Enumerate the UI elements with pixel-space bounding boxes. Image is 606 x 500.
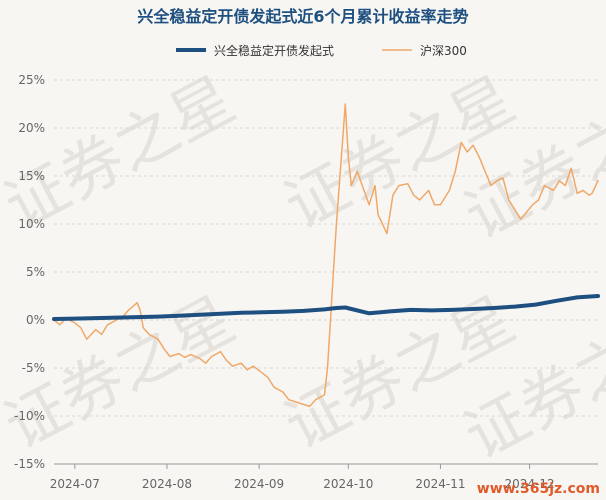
legend-label-index: 沪深300 bbox=[420, 44, 467, 58]
y-tick-label: -10% bbox=[14, 409, 45, 423]
y-tick-label: 0% bbox=[26, 313, 45, 327]
legend-label-fund: 兴全稳益定开债发起式 bbox=[214, 43, 334, 58]
y-tick-label: 20% bbox=[18, 121, 45, 135]
index-series-line bbox=[53, 103, 599, 408]
x-tick-label: 2024-07 bbox=[50, 477, 100, 491]
grid bbox=[54, 79, 598, 465]
fund-series-line bbox=[52, 294, 600, 321]
brand-watermark: www.365jz.com bbox=[477, 481, 600, 497]
x-tick-label: 2024-11 bbox=[415, 477, 465, 491]
y-tick-label: -15% bbox=[14, 457, 45, 471]
x-tick-label: 2024-09 bbox=[234, 477, 284, 491]
x-tick-label: 2024-08 bbox=[142, 477, 192, 491]
chart-title: 兴全稳益定开债发起式近6个月累计收益率走势 bbox=[137, 7, 468, 26]
x-tick-label: 2024-12 bbox=[505, 477, 555, 491]
series bbox=[52, 103, 600, 408]
y-tick-label: 10% bbox=[18, 217, 45, 231]
legend: 兴全稳益定开债发起式 沪深300 bbox=[176, 43, 467, 58]
y-tick-label: -5% bbox=[22, 361, 45, 375]
axes: 25% 20% 15% 10% 5% 0% -5% -10% -15% 2024-07 2024-0… bbox=[14, 73, 598, 491]
x-tick-label: 2024-10 bbox=[323, 477, 373, 491]
y-tick-label: 25% bbox=[18, 73, 45, 87]
y-tick-label: 15% bbox=[18, 169, 45, 183]
y-tick-label: 5% bbox=[26, 265, 45, 279]
